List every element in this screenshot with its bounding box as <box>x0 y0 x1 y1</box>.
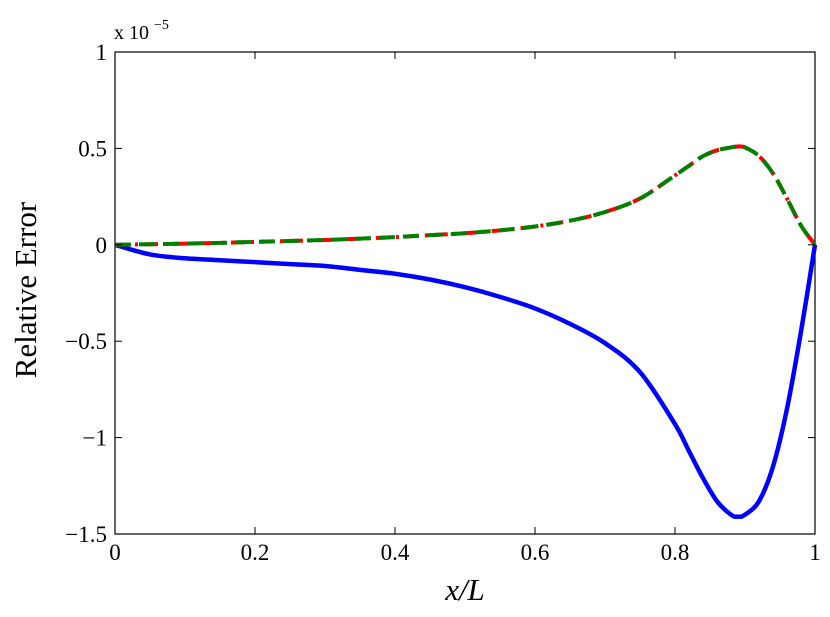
y-tick-label: 1 <box>96 40 108 65</box>
x-tick-label: 0 <box>109 540 121 565</box>
y-tick-label: −1 <box>83 426 107 451</box>
y-tick-label: −1.5 <box>65 522 107 547</box>
tick-layer: 0 0.2 0.4 0.6 0.8 1 −1.5 −1 −0.5 0 0.5 1 <box>65 40 820 565</box>
y-multiplier-exponent: −5 <box>154 18 169 33</box>
series-line-1 <box>114 242 818 519</box>
x-tick-label: 0.4 <box>381 540 410 565</box>
x-tick-label: 0.6 <box>521 540 550 565</box>
y-axis-label: Relative Error <box>8 201 43 378</box>
series-line-2 <box>114 144 817 247</box>
series-layer <box>114 144 818 519</box>
x-axis-label: x/L <box>444 572 485 607</box>
y-tick-label: 0.5 <box>78 136 107 161</box>
x-tick-label: 1 <box>809 540 821 565</box>
x-tick-label: 0.8 <box>661 540 690 565</box>
axes-frame <box>114 51 816 535</box>
y-tick-label: −0.5 <box>65 329 107 354</box>
x-tick-label: 0.2 <box>241 540 270 565</box>
y-multiplier-base: x 10 <box>114 22 149 44</box>
plot-area-border <box>114 51 816 535</box>
y-tick-label: 0 <box>96 233 108 258</box>
series-line-3 <box>114 144 817 247</box>
y-multiplier: x 10 −5 <box>114 18 169 44</box>
